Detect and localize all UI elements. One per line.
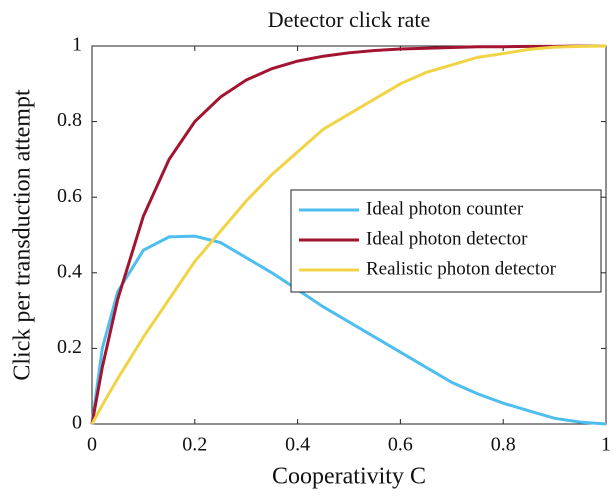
x-tick-label: 1 bbox=[601, 434, 611, 456]
legend-label: Ideal photon detector bbox=[366, 228, 528, 249]
x-tick-label: 0.2 bbox=[182, 434, 207, 456]
x-tick-label: 0.8 bbox=[491, 434, 516, 456]
y-tick-label: 0.4 bbox=[57, 260, 82, 282]
y-tick-label: 0.8 bbox=[57, 109, 82, 131]
y-tick-label: 0 bbox=[72, 412, 82, 434]
x-tick-label: 0.4 bbox=[285, 434, 310, 456]
y-tick-label: 0.2 bbox=[57, 336, 82, 358]
y-tick-label: 1 bbox=[72, 34, 82, 56]
legend-label: Realistic photon detector bbox=[366, 258, 557, 279]
line-series bbox=[90, 44, 606, 425]
x-tick-label: 0 bbox=[87, 434, 97, 456]
y-axis-label: Click per transduction attempt bbox=[10, 89, 36, 381]
x-axis-label: Cooperativity C bbox=[272, 464, 426, 490]
plot-area bbox=[91, 45, 607, 425]
line-series bbox=[90, 44, 607, 425]
chart-title: Detector click rate bbox=[268, 7, 430, 32]
legend-label: Ideal photon counter bbox=[366, 198, 524, 219]
x-tick-label: 0.6 bbox=[388, 434, 413, 456]
y-tick-label: 0.6 bbox=[57, 185, 82, 207]
line-series bbox=[90, 234, 607, 426]
